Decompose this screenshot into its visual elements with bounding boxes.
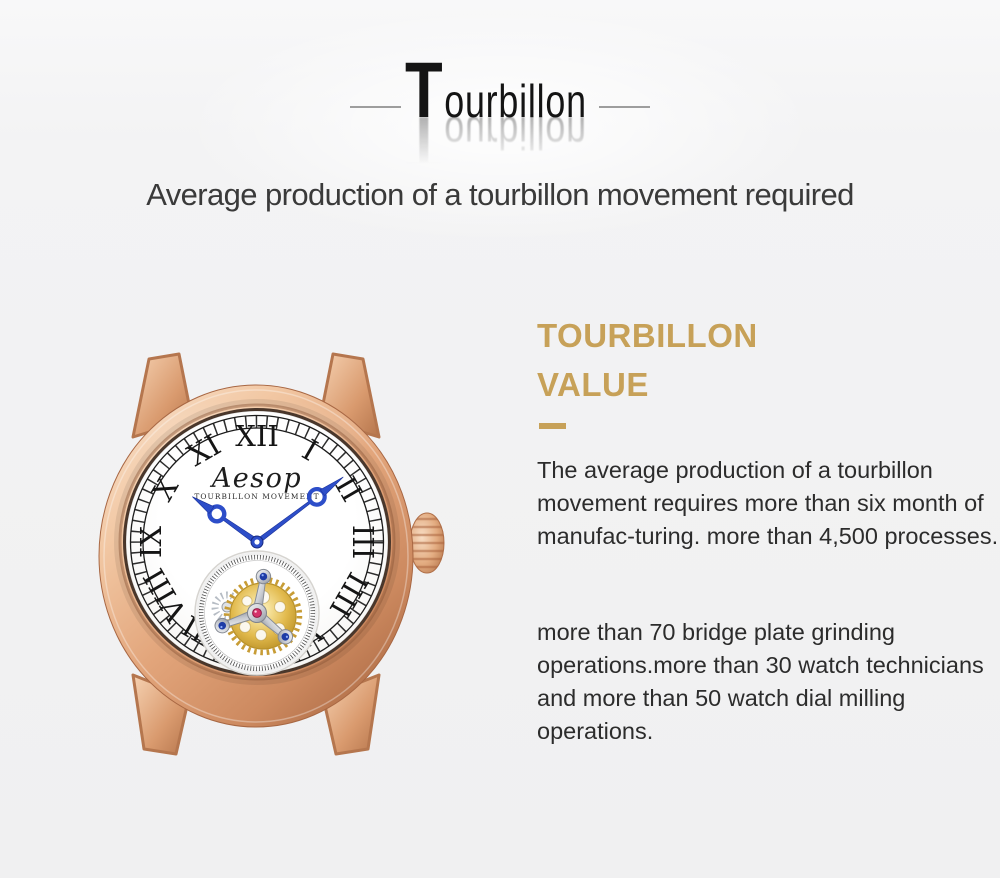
tourbillon-title: Tourbillon bbox=[405, 44, 608, 136]
value-heading-line2: VALUE bbox=[537, 366, 649, 403]
hero-subtitle: Average production of a tourbillon movem… bbox=[146, 177, 854, 212]
value-heading: TOURBILLON VALUE bbox=[537, 311, 999, 409]
title-rest: ourbillon bbox=[444, 75, 587, 127]
dial-numeral: IX bbox=[134, 526, 168, 558]
watch-photo: XII I II III IIII V VI VII VIII IX X XI … bbox=[98, 352, 445, 756]
tourbillon-bridge bbox=[214, 568, 294, 645]
value-section: TOURBILLON VALUE The average production … bbox=[537, 311, 999, 748]
value-paragraph-1: The average production of a tourbillon m… bbox=[537, 457, 999, 549]
hero-title: Tourbillon Tourbillon bbox=[405, 44, 665, 244]
brand-label: Aesop bbox=[209, 463, 302, 494]
value-divider bbox=[539, 423, 566, 429]
value-heading-line1: TOURBILLON bbox=[537, 317, 758, 354]
hour-hand bbox=[192, 496, 260, 545]
dial-numeral: XII bbox=[235, 419, 279, 453]
tourbillon-aperture bbox=[194, 550, 320, 676]
movement-label: TOURBILLON MOVEMENT bbox=[194, 492, 319, 501]
value-paragraph-2: more than 70 bridge plate grinding opera… bbox=[537, 619, 984, 744]
title-rule-left bbox=[350, 106, 401, 108]
dial-numeral: III bbox=[346, 525, 380, 559]
title-rule-right bbox=[599, 106, 650, 108]
title-initial: T bbox=[405, 45, 445, 134]
watch-hands bbox=[192, 476, 344, 549]
